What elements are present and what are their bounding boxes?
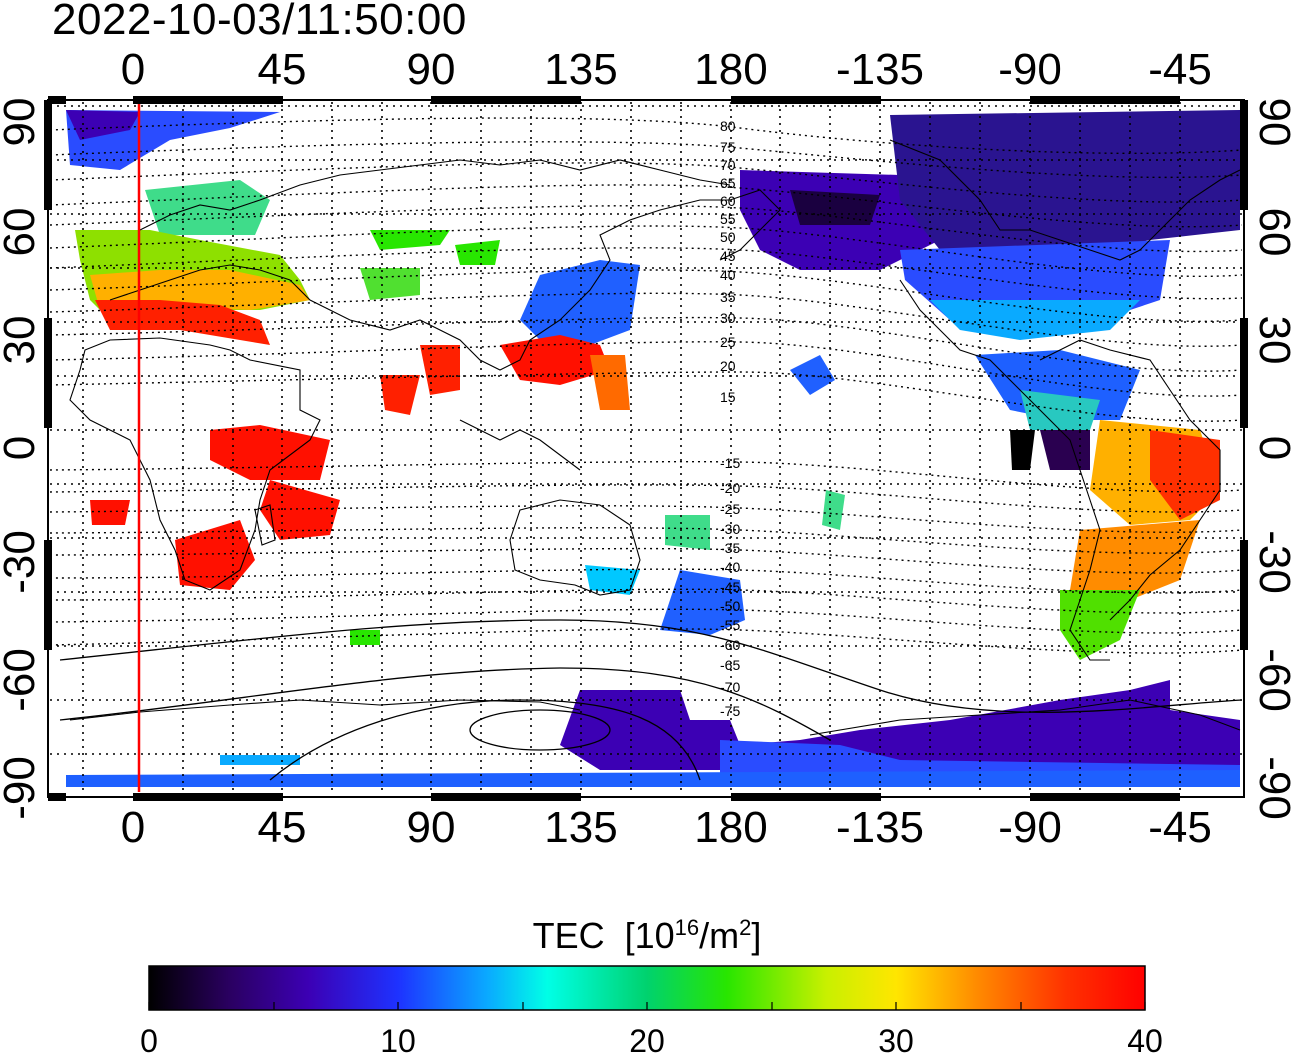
bottom-tick-label: 90 (406, 803, 456, 852)
bottom-tick-label: -45 (1148, 803, 1212, 852)
contour-label: -20 (720, 480, 740, 496)
contour-label: -50 (720, 598, 740, 614)
magnetic-contours (49, 117, 1243, 654)
contour-label: -25 (720, 501, 740, 517)
bottom-tick-label: 0 (120, 803, 146, 852)
contour-label: 55 (720, 211, 736, 227)
bottom-tick-label: -90 (998, 803, 1062, 852)
contour-labels: 80 75 70 65 60 55 50 45 40 35 30 25 20 1… (720, 118, 740, 719)
grid-lines (50, 102, 1242, 795)
colorbar-label: 20 (629, 1023, 665, 1059)
contour-label: 65 (720, 175, 736, 191)
top-tick-label: 45 (257, 45, 307, 94)
bottom-tick-label: 180 (694, 803, 768, 852)
frame-bars (44, 96, 1248, 801)
contour-label: -70 (720, 679, 740, 695)
colorbar-title-text: TEC (532, 915, 605, 956)
contour-label: 30 (720, 310, 736, 326)
polar-contours (59, 619, 1243, 781)
contour-label: -15 (720, 455, 740, 471)
bottom-tick-label: 45 (257, 803, 307, 852)
bottom-tick-label: 135 (544, 803, 618, 852)
top-tick-label: 90 (406, 45, 456, 94)
colorbar-label: 40 (1127, 1023, 1163, 1059)
contour-label: 70 (720, 157, 736, 173)
contour-label: 50 (720, 229, 736, 245)
contour-label: 40 (720, 267, 736, 283)
contour-label: -35 (720, 540, 740, 556)
colorbar-label: 0 (140, 1023, 158, 1059)
contour-label: 15 (720, 389, 736, 405)
colorbar-label: 10 (380, 1023, 416, 1059)
contour-label: -40 (720, 559, 740, 575)
contour-label: 25 (720, 334, 736, 350)
bottom-tick-label: -135 (835, 803, 925, 852)
contour-label: 45 (720, 248, 736, 264)
contour-label: -65 (720, 657, 740, 673)
top-tick-label: 135 (544, 45, 618, 94)
unit-exponent: 16 (674, 915, 700, 940)
contour-label: -45 (720, 579, 740, 595)
unit-mid: /m (699, 915, 740, 956)
top-tick-label: -135 (835, 45, 925, 94)
contour-label: -30 (720, 521, 740, 537)
top-tick-label: -90 (998, 45, 1062, 94)
contour-label: -75 (720, 703, 740, 719)
colorbar-title: TEC [1016/m2] (0, 906, 1294, 958)
timestamp: 2022-10-03/11:50:00 (52, 0, 467, 44)
contour-label: 80 (720, 118, 736, 134)
colorbar-ticks (148, 1002, 1146, 1010)
contour-label: 20 (720, 358, 736, 374)
top-tick-label: -45 (1148, 45, 1212, 94)
top-tick-label: 180 (694, 45, 768, 94)
contour-label: 60 (720, 193, 736, 209)
coastlines (69, 139, 1241, 736)
colorbar-label: 30 (878, 1023, 914, 1059)
unit-suffix: ] (751, 915, 762, 956)
contour-label: 75 (720, 139, 736, 155)
contour-label: -60 (720, 637, 740, 653)
unit-exponent-2: 2 (739, 915, 752, 940)
tec-data (66, 110, 1240, 787)
unit-prefix: [10 (624, 915, 675, 956)
contour-label: 35 (720, 289, 736, 305)
top-tick-label: 0 (120, 45, 146, 94)
contour-label: -55 (720, 617, 740, 633)
